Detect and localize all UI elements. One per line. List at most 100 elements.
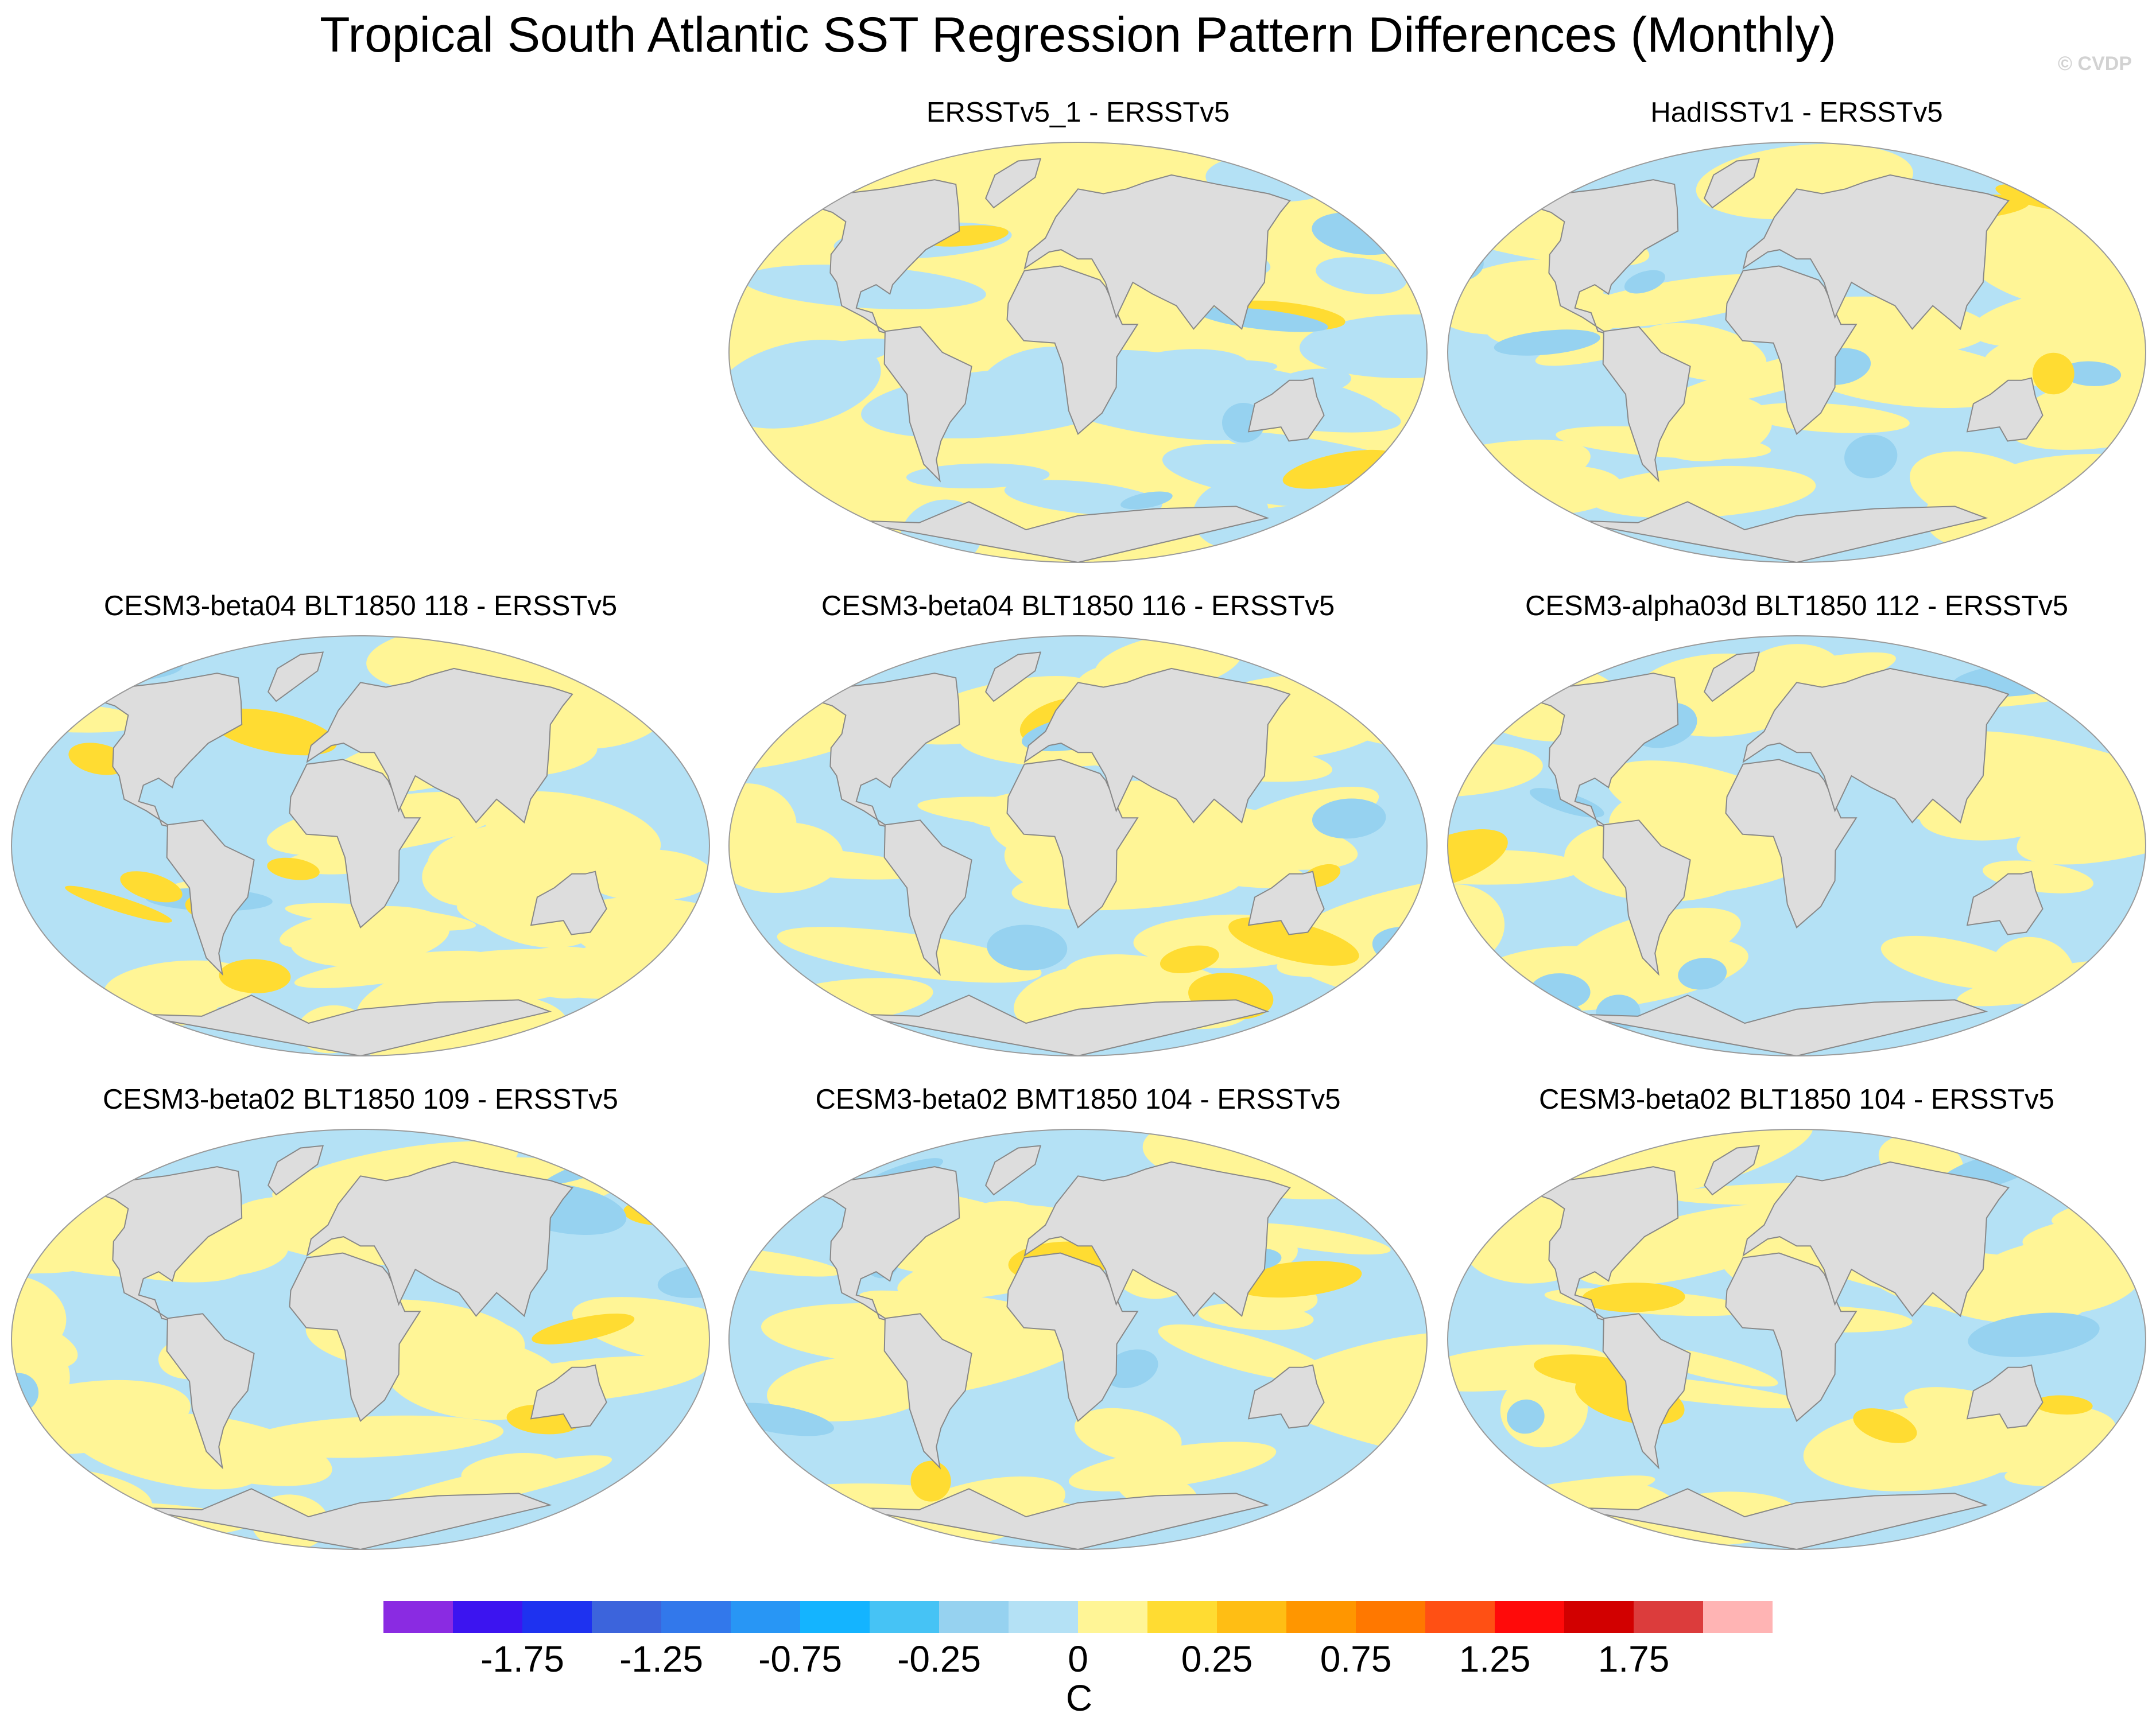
- map-border: [1447, 635, 2146, 1056]
- anomaly-region: [777, 927, 1042, 983]
- land-australia: [530, 1364, 607, 1429]
- land-antarctica: [1565, 994, 1988, 1056]
- colorbar-swatch: [870, 1601, 939, 1633]
- map-panel: CESM3-beta02 BLT1850 104 - ERSSTv5: [1441, 1083, 2153, 1560]
- land-south-america: [1602, 819, 1691, 976]
- colorbar-swatch: [1703, 1601, 1773, 1633]
- anomaly-region: [272, 1141, 518, 1207]
- panel-title: ERSSTv5_1 - ERSSTv5: [926, 97, 1230, 128]
- map-panel: HadISSTv1 - ERSSTv5: [1441, 96, 2153, 573]
- land-south-america: [883, 326, 972, 483]
- land-africa: [1006, 1252, 1139, 1422]
- strong-anomaly-region: [11, 1163, 72, 1184]
- map-panel: ERSSTv5_1 - ERSSTv5: [722, 96, 1434, 573]
- anomaly-region: [729, 846, 925, 880]
- colorbar-swatch: [1564, 1601, 1634, 1633]
- land-south-america: [166, 819, 255, 976]
- world-map: [728, 1129, 1428, 1550]
- anomaly-region: [1316, 257, 1407, 294]
- anomaly-region: [2019, 646, 2146, 690]
- colorbar-swatch: [1217, 1601, 1286, 1633]
- colorbar-tick-label: 1.25: [1459, 1638, 1531, 1680]
- land-north-america: [816, 673, 960, 828]
- land-antarctica: [129, 1488, 552, 1549]
- colorbar-swatch: [1425, 1601, 1495, 1633]
- map-border: [728, 635, 1428, 1056]
- colorbar-swatch: [1286, 1601, 1356, 1633]
- strong-anomaly-region: [910, 1460, 951, 1502]
- strong-anomaly-region: [2034, 1395, 2093, 1415]
- colorbar-tick-label: -1.75: [480, 1638, 564, 1680]
- strong-anomaly-region: [1312, 798, 1386, 839]
- land-north-america: [1535, 179, 1679, 335]
- land-australia: [530, 871, 607, 935]
- land-australia: [1966, 871, 2043, 935]
- colorbar-tick-label: 1.75: [1597, 1638, 1670, 1680]
- anomaly-region: [1649, 394, 1773, 461]
- land-south-america: [883, 819, 972, 976]
- anomaly-region: [1267, 1386, 1427, 1459]
- map-border: [1447, 1129, 2146, 1550]
- land-north-america: [99, 1166, 243, 1322]
- strong-anomaly-region: [729, 1402, 834, 1436]
- anomaly-region: [1744, 402, 1910, 433]
- world-map: [11, 635, 710, 1056]
- land-south-america: [166, 1313, 255, 1470]
- panel-title: CESM3-beta04 BLT1850 116 - ERSSTv5: [821, 590, 1335, 621]
- anomaly-region: [658, 983, 709, 1047]
- land-antarctica: [846, 501, 1270, 562]
- land-africa: [1725, 265, 1858, 435]
- land-australia: [1966, 1364, 2043, 1429]
- colorbar-swatch: [731, 1601, 800, 1633]
- strong-anomaly-region: [1844, 434, 1898, 479]
- world-map: [1447, 142, 2146, 563]
- strong-anomaly-region: [1968, 1312, 2100, 1357]
- strong-anomaly-region: [987, 924, 1068, 971]
- land-eurasia: [1023, 667, 1291, 824]
- colorbar-swatch: [1147, 1601, 1217, 1633]
- map-border: [11, 1129, 710, 1550]
- land-eurasia: [306, 667, 573, 824]
- anomaly-region: [127, 1413, 332, 1486]
- panel-title: HadISSTv1 - ERSSTv5: [1650, 97, 1943, 128]
- land-greenland: [985, 158, 1042, 209]
- colorbar-swatch: [453, 1601, 522, 1633]
- anomaly-region: [1588, 465, 1816, 519]
- anomaly-region: [1448, 1502, 1504, 1532]
- panel-title: CESM3-beta02 BMT1850 104 - ERSSTv5: [815, 1084, 1341, 1115]
- strong-anomaly-region: [65, 885, 172, 923]
- land-australia: [1247, 871, 1325, 935]
- strong-anomaly-region: [1582, 1283, 1685, 1312]
- panel-title: CESM3-beta02 BLT1850 104 - ERSSTv5: [1539, 1084, 2054, 1115]
- anomaly-region: [729, 1245, 842, 1277]
- figure-title: Tropical South Atlantic SST Regression P…: [320, 7, 1836, 63]
- strong-anomaly-region: [532, 1314, 635, 1345]
- world-map: [1447, 1129, 2146, 1550]
- anomaly-region: [1158, 1324, 1331, 1382]
- land-south-america: [1602, 1313, 1691, 1470]
- panel-title: CESM3-beta02 BLT1850 109 - ERSSTv5: [103, 1084, 618, 1115]
- strong-anomaly-region: [1233, 1261, 1362, 1298]
- map-border: [11, 635, 710, 1056]
- anomaly-region: [1074, 1408, 1182, 1462]
- anomaly-region: [580, 858, 669, 897]
- land-eurasia: [1023, 1161, 1291, 1318]
- strong-anomaly-region: [2061, 361, 2122, 386]
- land-greenland: [985, 1145, 1042, 1196]
- credit-watermark: © CVDP: [2058, 53, 2132, 75]
- anomaly-region: [1904, 1387, 2064, 1448]
- land-greenland: [1704, 158, 1761, 209]
- anomaly-region: [1089, 830, 1307, 888]
- land-north-america: [99, 673, 243, 828]
- world-map: [728, 142, 1428, 563]
- land-eurasia: [1742, 667, 2010, 824]
- anomaly-region: [1299, 314, 1427, 378]
- strong-anomaly-region: [1120, 491, 1173, 510]
- map-panel: CESM3-beta02 BLT1850 109 - ERSSTv5: [5, 1083, 716, 1560]
- strong-anomaly-region: [120, 871, 183, 903]
- panel-title: CESM3-alpha03d BLT1850 112 - ERSSTv5: [1525, 590, 2069, 621]
- colorbar-tick-label: -1.25: [619, 1638, 703, 1680]
- anomaly-region: [1198, 1303, 1314, 1331]
- colorbar-tick-label: 0.25: [1181, 1638, 1253, 1680]
- land-africa: [1006, 759, 1139, 928]
